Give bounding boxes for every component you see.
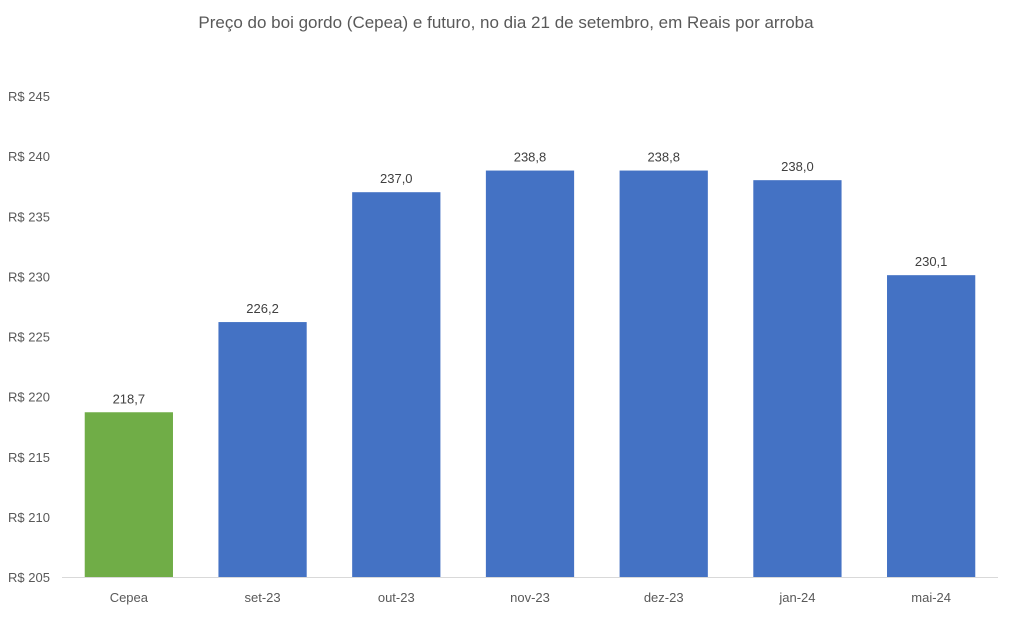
y-tick-label: R$ 205 [8, 570, 50, 585]
bar-out-23 [352, 192, 441, 577]
y-tick-label: R$ 210 [8, 510, 50, 525]
y-tick-label: R$ 245 [8, 89, 50, 104]
y-tick-label: R$ 220 [8, 390, 50, 405]
x-tick-label: dez-23 [644, 590, 684, 605]
y-tick-label: R$ 235 [8, 209, 50, 224]
y-tick-label: R$ 215 [8, 450, 50, 465]
bar-jan-24 [753, 180, 842, 578]
bars-group [84, 170, 976, 578]
bar-dez-23 [619, 170, 708, 577]
data-label: 218,7 [113, 391, 146, 406]
x-tick-label: out-23 [378, 590, 415, 605]
x-tick-label: nov-23 [510, 590, 550, 605]
x-axis: Cepea set-23 out-23 nov-23 dez-23 jan-24 mai-2… [110, 590, 951, 605]
data-label: 226,2 [246, 301, 279, 316]
y-tick-label: R$ 240 [8, 149, 50, 164]
bar-set-23 [218, 322, 307, 577]
data-label: 237,0 [380, 171, 413, 186]
x-tick-label: jan-24 [778, 590, 815, 605]
bar-cepea [84, 412, 173, 577]
data-label: 238,8 [514, 150, 547, 165]
x-tick-label: Cepea [110, 590, 149, 605]
x-tick-label: mai-24 [911, 590, 951, 605]
chart-title: Preço do boi gordo (Cepea) e futuro, no … [198, 13, 814, 32]
y-tick-label: R$ 225 [8, 330, 50, 345]
data-labels-group: 218,7 226,2 237,0 238,8 238,8 238,0 230,1 [113, 150, 948, 407]
data-label: 238,0 [781, 159, 814, 174]
data-label: 230,1 [915, 254, 948, 269]
bar-nov-23 [485, 170, 575, 577]
bar-mai-24 [887, 275, 976, 577]
y-axis: R$ 205 R$ 210 R$ 215 R$ 220 R$ 225 R$ 230 R$ 2… [8, 89, 50, 585]
x-tick-label: set-23 [245, 590, 281, 605]
y-tick-label: R$ 230 [8, 269, 50, 284]
data-label: 238,8 [647, 150, 680, 165]
